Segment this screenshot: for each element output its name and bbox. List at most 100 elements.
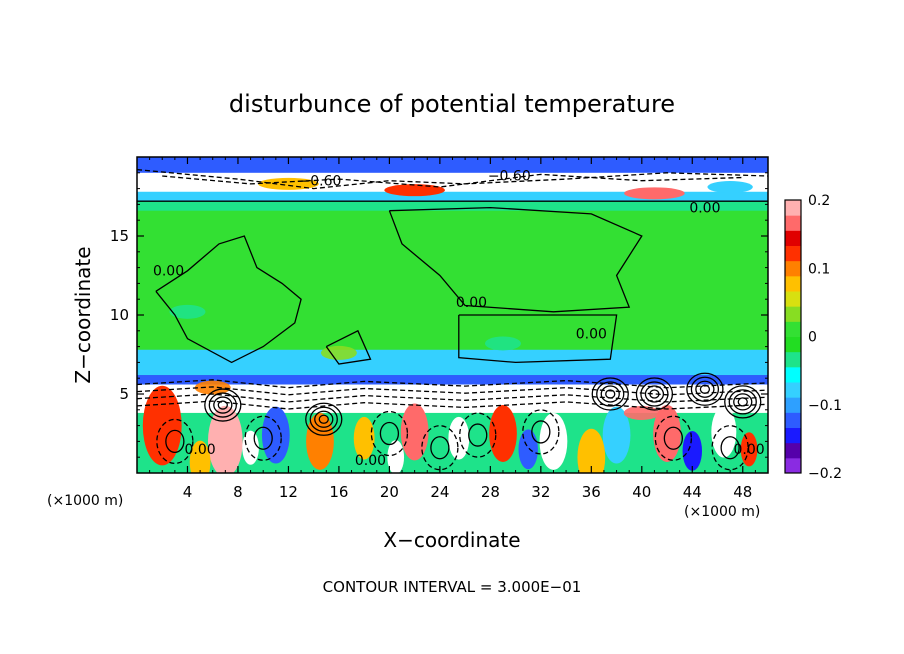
field-blob: [189, 440, 211, 473]
contour-loop: [690, 376, 720, 402]
field-blob: [353, 416, 375, 460]
field-blob: [489, 405, 517, 462]
contour-label: 0.00: [456, 295, 487, 311]
colorbar-tick-label: 0.1: [808, 261, 830, 277]
field-blob: [740, 432, 758, 467]
contour-loop: [244, 415, 282, 461]
colorbar-swatch: [785, 291, 801, 307]
chart-title: disturbunce of potential temperature: [229, 90, 675, 118]
upper-blob: [139, 174, 185, 187]
colorbar-swatch: [785, 412, 801, 428]
field-patch: [169, 304, 206, 319]
contour-line: [388, 206, 643, 313]
x-tick-label: 8: [233, 483, 243, 501]
field-blob: [400, 403, 429, 461]
contour-loop: [695, 380, 715, 398]
x-tick-label: 20: [380, 483, 399, 501]
x-axis-label: X−coordinate: [383, 528, 520, 552]
colorbar-swatch: [785, 397, 801, 413]
contour-loop: [733, 393, 753, 411]
colorbar-swatch: [785, 427, 801, 444]
contour-loop: [699, 384, 711, 394]
colorbar: 0.2 0.1 0 −0.1 −0.2: [784, 193, 842, 482]
colorbar-swatch: [785, 321, 801, 337]
contour-loop: [213, 396, 233, 414]
upper-layer-cyan: [137, 191, 768, 202]
contour-label: −0.60: [488, 169, 531, 185]
y-axis-label: Z−coordinate: [71, 246, 95, 383]
field-blob: [387, 440, 405, 473]
upper-blob: [384, 184, 445, 197]
contour-loop: [370, 410, 409, 457]
field-blob: [448, 416, 470, 460]
colorbar-swatch: [785, 260, 801, 277]
blue-band: [137, 375, 768, 385]
x-tick-label: 40: [632, 483, 651, 501]
contour-loop: [379, 421, 400, 446]
field-patch: [484, 336, 521, 351]
contour-line: [162, 173, 743, 188]
contour-line: [137, 400, 768, 410]
x-tick-label: 16: [329, 483, 348, 501]
contour-loop: [663, 426, 683, 450]
contour-loop: [635, 377, 674, 411]
x-tick-label: 32: [531, 483, 550, 501]
x-tick-label: 28: [481, 483, 500, 501]
y-axis: 5 10 15: [110, 172, 768, 458]
upper-layer-blue: [137, 157, 768, 173]
contour-label: 0.00: [185, 442, 216, 458]
contour-loop: [711, 425, 749, 471]
contour-loop: [314, 410, 334, 428]
colorbar-tick-label: 0.2: [808, 193, 830, 209]
x-tick-label: 36: [582, 483, 601, 501]
colorbar-swatch: [785, 457, 801, 474]
contour-labels: −0.60 −0.60 0.00 0.00 0.00 0.00 0.00 0.00 0.00: [153, 169, 765, 469]
contour-label: 0.00: [576, 327, 607, 343]
colorbar-swatch: [785, 275, 801, 292]
contour-loop: [640, 381, 669, 407]
x-tick-label: 44: [683, 483, 702, 501]
x-unit-right: (×1000 m): [684, 504, 760, 520]
x-axis: 4 8 12 16 20 24 28 32 36 40 44 48: [149, 157, 756, 501]
x-tick-label: 12: [279, 483, 298, 501]
colorbar-swatch: [785, 215, 801, 231]
contour-loop: [318, 414, 329, 424]
contour-label: 0.00: [355, 453, 386, 469]
contour-loop: [468, 423, 488, 447]
contour-lines: [137, 168, 768, 471]
colorbar-tick-label: −0.2: [808, 466, 842, 482]
contour-line: [137, 168, 768, 190]
x-tick-label: 4: [183, 483, 193, 501]
contour-loop: [591, 377, 629, 411]
colorbar-swatch: [785, 366, 801, 383]
contour-loop: [654, 415, 692, 461]
field-blob: [711, 406, 737, 458]
upper-layer-teal: [137, 201, 768, 211]
field-blob: [539, 412, 568, 470]
contour-loop: [531, 420, 551, 444]
colorbar-swatch: [785, 442, 801, 459]
contour-loop: [156, 418, 194, 465]
colorbar-swatch: [785, 306, 801, 322]
contour-loop: [649, 389, 660, 399]
colorbar-swatch: [785, 200, 801, 216]
contour-loop: [459, 412, 497, 458]
contour-loop: [724, 385, 762, 419]
contour-loop: [430, 436, 450, 460]
contour-loop: [596, 381, 625, 407]
contour-loop: [605, 389, 616, 399]
colorbar-tick-label: 0: [808, 330, 817, 346]
x-tick-label: 48: [733, 483, 752, 501]
field-blob: [682, 430, 702, 471]
colorbar-frame: [784, 199, 802, 474]
field-blob: [602, 406, 631, 464]
x-tick-label: 24: [430, 483, 449, 501]
contour-loop: [686, 372, 724, 406]
plot-area: −0.60 −0.60 0.00 0.00 0.00 0.00 0.00 0.00 0.00: [137, 157, 768, 473]
contour-line: [155, 235, 302, 364]
upper-blob: [624, 187, 685, 200]
contour-loop: [600, 385, 620, 403]
cyan-band: [137, 349, 768, 376]
colorbar-swatch: [785, 351, 801, 368]
